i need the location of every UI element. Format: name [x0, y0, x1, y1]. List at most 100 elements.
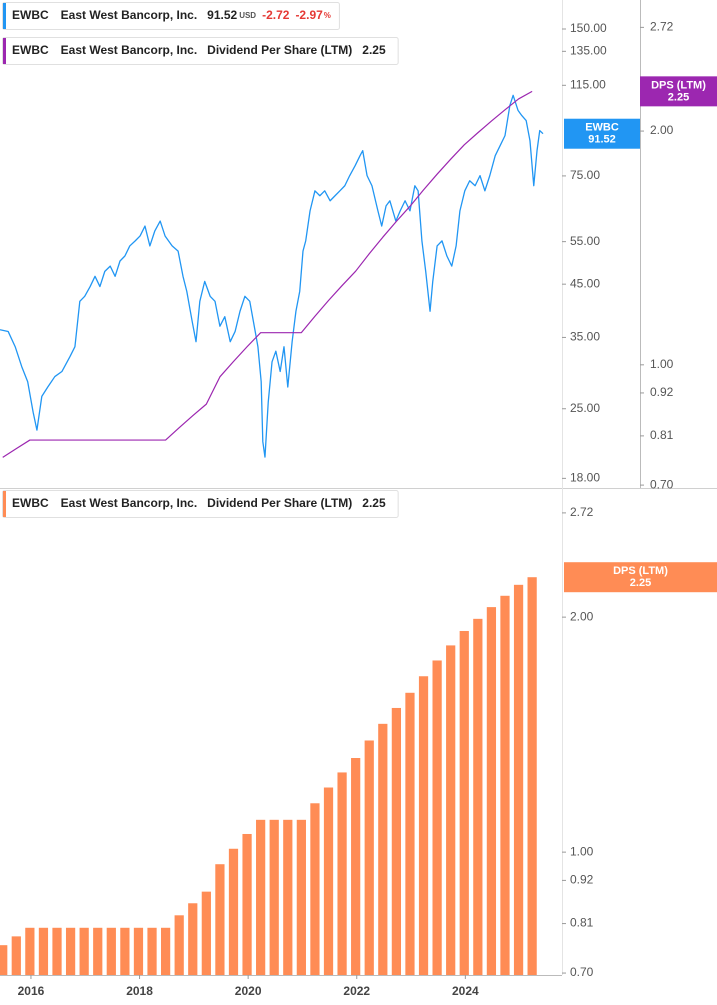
- bar: [160, 927, 171, 975]
- bar: [513, 584, 524, 975]
- legend-value: 2.25: [362, 43, 386, 57]
- y-tick-label: 135.00: [570, 44, 607, 58]
- bar: [79, 927, 89, 975]
- legend-box: [2, 37, 399, 65]
- bar: [473, 618, 483, 975]
- bar: [500, 595, 510, 975]
- series-line: [2, 90, 533, 458]
- bar: [201, 891, 211, 975]
- value-label-box: [564, 562, 717, 593]
- bar: [296, 819, 306, 975]
- value-label-name: DPS (LTM): [613, 565, 668, 577]
- legend-value: 2.25: [362, 496, 386, 510]
- y-tick-label: 0.81: [570, 916, 594, 930]
- y-tick-label: 18.00: [570, 471, 600, 485]
- x-tick-label: 2016: [18, 984, 45, 998]
- bar: [459, 630, 469, 975]
- bar: [256, 819, 266, 975]
- series-line: [0, 94, 544, 458]
- bar: [351, 758, 361, 975]
- bar: [188, 903, 198, 975]
- bar: [65, 927, 76, 975]
- y-tick-label: 75.00: [570, 168, 600, 182]
- y-tick-label: 2.72: [570, 505, 594, 519]
- y-tick-label: 115.00: [570, 77, 606, 91]
- bar: [106, 927, 116, 975]
- legend-currency: USD: [239, 11, 256, 20]
- x-tick-label: 2024: [452, 984, 479, 998]
- legend-company: East West Bancorp, Inc.: [61, 8, 197, 22]
- y-tick-label: 0.92: [570, 873, 594, 887]
- value-label-value: 91.52: [588, 134, 616, 146]
- y-tick-label: 25.00: [570, 401, 600, 415]
- bar: [38, 927, 49, 975]
- bar: [228, 848, 239, 975]
- y-tick-label: 0.70: [570, 965, 594, 979]
- y-tick-label: 45.00: [570, 276, 600, 290]
- legend-price: 91.52: [207, 8, 237, 22]
- y2-tick-label: 1.00: [650, 357, 674, 371]
- x-tick-label: 2018: [126, 984, 153, 998]
- y2-tick-label: 0.81: [650, 428, 674, 442]
- legend-swatch: [3, 3, 6, 29]
- legend-ticker: EWBC: [12, 43, 49, 57]
- value-label-value: 2.25: [630, 577, 651, 589]
- value-label-box: [640, 76, 717, 107]
- bar: [378, 723, 388, 975]
- value-label-value: 2.25: [668, 91, 689, 103]
- bar: [486, 607, 497, 975]
- y2-tick-label: 0.70: [650, 477, 674, 491]
- y2-tick-label: 2.00: [650, 123, 674, 137]
- plot-area: [0, 90, 544, 458]
- legend-box: [2, 2, 340, 30]
- bar: [391, 707, 402, 975]
- bar: [133, 927, 144, 975]
- legend-swatch: [3, 38, 6, 64]
- bar: [283, 819, 293, 975]
- value-label-name: EWBC: [585, 122, 619, 134]
- bar: [11, 936, 21, 975]
- bar: [242, 833, 252, 975]
- legend-metric: Dividend Per Share (LTM): [207, 496, 352, 510]
- y-tick-label: 55.00: [570, 234, 600, 248]
- y-tick-label: 35.00: [570, 330, 600, 344]
- bar: [93, 927, 103, 975]
- bar: [364, 740, 374, 975]
- y-tick-label: 2.00: [570, 609, 594, 623]
- legend-ticker: EWBC: [12, 8, 49, 22]
- bar: [323, 787, 334, 975]
- bar: [337, 772, 347, 975]
- bar: [446, 645, 456, 975]
- bar: [269, 819, 279, 975]
- y2-tick-label: 2.72: [650, 20, 674, 34]
- legend-ticker: EWBC: [12, 496, 49, 510]
- y-tick-label: 150.00: [570, 21, 607, 35]
- legend-box: [2, 490, 399, 518]
- value-label-name: DPS (LTM): [651, 79, 706, 91]
- legend-change: -2.72: [262, 8, 290, 22]
- bar: [120, 927, 130, 975]
- legend-change-pct: -2.97: [295, 8, 323, 22]
- bar: [215, 864, 225, 975]
- x-tick-label: 2020: [235, 984, 262, 998]
- legend-company: East West Bancorp, Inc.: [61, 496, 197, 510]
- value-label-box: [564, 118, 640, 149]
- plot-area: [0, 577, 537, 975]
- x-tick-label: 2022: [343, 984, 370, 998]
- y-tick-label: 1.00: [570, 844, 594, 858]
- bar: [418, 676, 429, 975]
- legend-change-unit: %: [324, 11, 331, 20]
- bar: [0, 945, 8, 975]
- legend-swatch: [3, 491, 6, 517]
- legend-metric: Dividend Per Share (LTM): [207, 43, 352, 57]
- bar: [310, 803, 320, 975]
- bar: [25, 927, 35, 975]
- bar: [147, 927, 157, 975]
- y2-tick-label: 0.92: [650, 385, 674, 399]
- legend-company: East West Bancorp, Inc.: [61, 43, 197, 57]
- bar: [405, 692, 415, 975]
- bar: [52, 927, 62, 975]
- bar: [432, 660, 442, 975]
